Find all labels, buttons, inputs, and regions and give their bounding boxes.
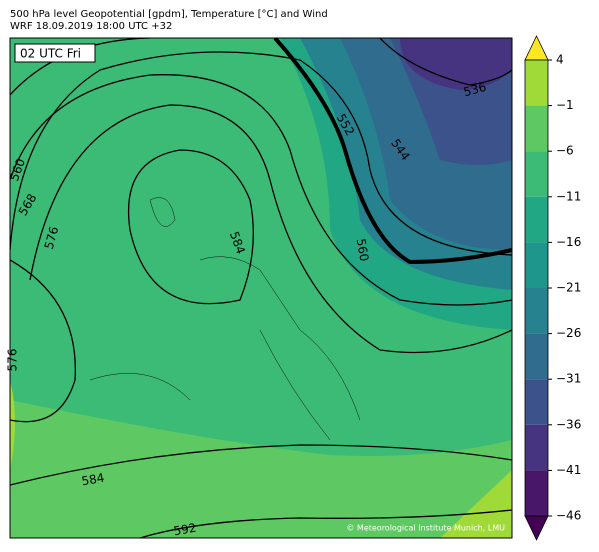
credit: © Meteorological Institute Munich, LMU — [346, 524, 505, 533]
colorbar-extend — [524, 515, 549, 541]
contour — [29, 104, 512, 354]
contour — [10, 259, 76, 423]
colorbar-band — [525, 333, 548, 380]
contour — [379, 38, 512, 86]
contour-label: 576 — [6, 349, 20, 372]
colorbar-band — [525, 196, 548, 243]
subtitle: WRF 18.09.2019 18:00 UTC +32 — [10, 21, 172, 32]
colorbar-band — [525, 105, 548, 152]
field-core — [400, 38, 512, 90]
colorbar-band — [525, 151, 548, 197]
colorbar-extend — [524, 35, 549, 61]
colorbar-tick-label: −36 — [556, 417, 581, 431]
colorbar-band — [525, 60, 548, 106]
contour — [10, 444, 512, 486]
colorbar-tick-label: −21 — [556, 281, 581, 295]
field-warm — [10, 400, 512, 538]
colorbar-band — [525, 288, 548, 334]
colorbar-tick-label: −26 — [556, 326, 581, 340]
colorbar-band — [525, 379, 548, 425]
colorbar-tick-label: −46 — [556, 509, 581, 523]
contour-label: 560 — [354, 237, 372, 262]
colorbar-band — [525, 424, 548, 471]
field-warmer — [10, 380, 512, 538]
contour-bold — [273, 38, 512, 265]
contour-label: 536 — [462, 80, 488, 99]
time-label: 02 UTC Fri — [20, 47, 81, 61]
contour — [139, 509, 512, 538]
time-box — [14, 43, 96, 63]
colorbar-tick-label: −6 — [556, 144, 574, 158]
title: 500 hPa level Geopotential [gpdm], Tempe… — [10, 9, 328, 20]
colorbar-tick-label: −1 — [556, 98, 574, 112]
colorbar: 4 −1 −6 −11 −16 −21 −26 −31 −36 −41 −46 — [524, 35, 581, 541]
contour-label: 576 — [42, 225, 61, 251]
contour — [128, 149, 254, 305]
contour-label: 584 — [80, 471, 105, 489]
contour-label: 592 — [172, 521, 197, 539]
map-frame — [9, 37, 513, 539]
colorbar-tick-label: −41 — [556, 463, 581, 477]
colorbar-tick-label: −16 — [556, 235, 581, 249]
colorbar-band — [525, 242, 548, 288]
colorbar-tick-label: −11 — [556, 189, 581, 203]
coastline — [89, 197, 361, 441]
colorbar-tick-label: 4 — [556, 53, 564, 67]
colorbar-band — [525, 470, 548, 516]
contour — [10, 74, 512, 306]
colorbar-tick-label: −31 — [556, 372, 581, 386]
